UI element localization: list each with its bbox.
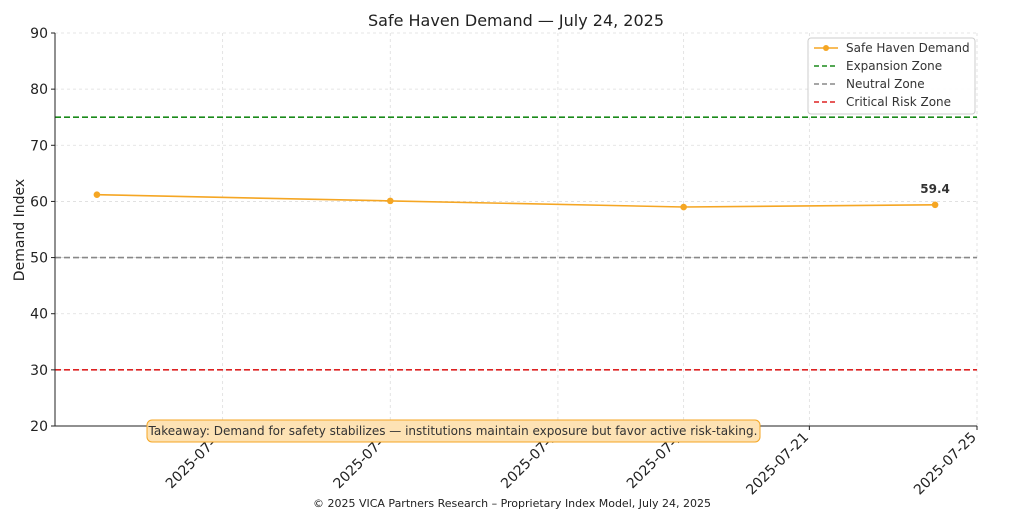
legend-label: Safe Haven Demand	[846, 41, 970, 55]
data-point	[93, 191, 101, 198]
data-point	[386, 197, 394, 205]
legend-label: Critical Risk Zone	[846, 95, 951, 109]
y-ticks: 20 30 40 50 60 70 80 90	[30, 26, 55, 435]
data-point	[680, 203, 687, 211]
y-tick-label: 90	[30, 26, 48, 42]
annotations: 59.4	[920, 182, 950, 196]
legend-box	[807, 37, 976, 115]
y-tick-label: 60	[30, 194, 48, 210]
legend-label: Neutral Zone	[846, 77, 925, 91]
takeaway-background	[146, 419, 761, 443]
y-tick-label: 80	[30, 82, 48, 98]
reference-lines	[55, 116, 977, 371]
y-tick-label: 30	[30, 363, 48, 379]
legend-marker	[823, 45, 829, 51]
legend-label: Expansion Zone	[846, 59, 942, 73]
series-line	[96, 193, 936, 208]
takeaway-box: Takeaway: Demand for safety stabilizes —…	[146, 419, 761, 443]
series	[93, 191, 939, 211]
footer-text: © 2025 VICA Partners Research – Propriet…	[313, 497, 711, 510]
data-point	[931, 201, 939, 209]
data-label: 59.4	[920, 182, 950, 196]
takeaway-text: Takeaway: Demand for safety stabilizes —…	[148, 424, 758, 438]
y-tick-label: 70	[30, 138, 48, 154]
y-axis-label: Demand Index	[12, 179, 28, 281]
y-tick-label: 20	[30, 419, 48, 435]
y-tick-label: 40	[30, 307, 48, 323]
y-tick-label: 50	[30, 251, 48, 267]
x-tick-label: 2025-07-25	[911, 430, 980, 499]
chart-title: Safe Haven Demand — July 24, 2025	[368, 11, 664, 30]
legend: Safe Haven Demand Expansion Zone Neutral Z…	[807, 37, 976, 115]
